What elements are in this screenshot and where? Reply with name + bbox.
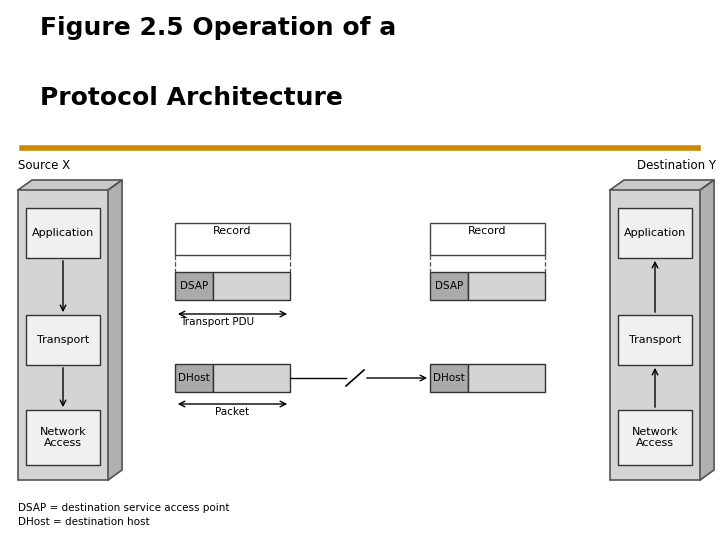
Text: Figure 2.5 Operation of a: Figure 2.5 Operation of a bbox=[40, 16, 396, 40]
Text: Protocol Architecture: Protocol Architecture bbox=[40, 86, 343, 110]
Text: Packet: Packet bbox=[215, 407, 250, 417]
Text: Network
Access: Network Access bbox=[40, 427, 86, 448]
Bar bbox=[26, 410, 100, 465]
Bar bbox=[18, 190, 108, 480]
Text: Transport: Transport bbox=[629, 335, 681, 345]
Bar bbox=[430, 223, 545, 255]
Text: Network
Access: Network Access bbox=[631, 427, 678, 448]
Text: Record: Record bbox=[213, 226, 252, 236]
Bar bbox=[175, 364, 213, 392]
Bar bbox=[26, 315, 100, 365]
Bar bbox=[618, 315, 692, 365]
Bar bbox=[618, 410, 692, 465]
Bar bbox=[430, 272, 468, 300]
Polygon shape bbox=[610, 180, 714, 190]
Bar bbox=[468, 272, 545, 300]
Text: DSAP = destination service access point: DSAP = destination service access point bbox=[18, 503, 230, 513]
Bar bbox=[430, 364, 468, 392]
Text: DHost = destination host: DHost = destination host bbox=[18, 517, 150, 527]
Text: DSAP: DSAP bbox=[180, 281, 208, 291]
Text: Transport PDU: Transport PDU bbox=[180, 317, 254, 327]
Bar bbox=[175, 272, 213, 300]
Polygon shape bbox=[18, 180, 122, 190]
Text: Application: Application bbox=[624, 228, 686, 238]
Bar bbox=[213, 364, 290, 392]
Text: Application: Application bbox=[32, 228, 94, 238]
Bar bbox=[468, 364, 545, 392]
Bar bbox=[618, 208, 692, 258]
Text: DHost: DHost bbox=[178, 373, 210, 383]
Bar bbox=[175, 223, 290, 255]
Polygon shape bbox=[700, 180, 714, 480]
Text: Record: Record bbox=[468, 226, 507, 236]
Text: Source X: Source X bbox=[18, 159, 70, 172]
Text: DHost: DHost bbox=[433, 373, 465, 383]
Text: Destination Y: Destination Y bbox=[637, 159, 716, 172]
Bar bbox=[213, 272, 290, 300]
Text: DSAP: DSAP bbox=[435, 281, 463, 291]
Bar bbox=[26, 208, 100, 258]
Polygon shape bbox=[108, 180, 122, 480]
Bar bbox=[610, 190, 700, 480]
Text: Transport: Transport bbox=[37, 335, 89, 345]
